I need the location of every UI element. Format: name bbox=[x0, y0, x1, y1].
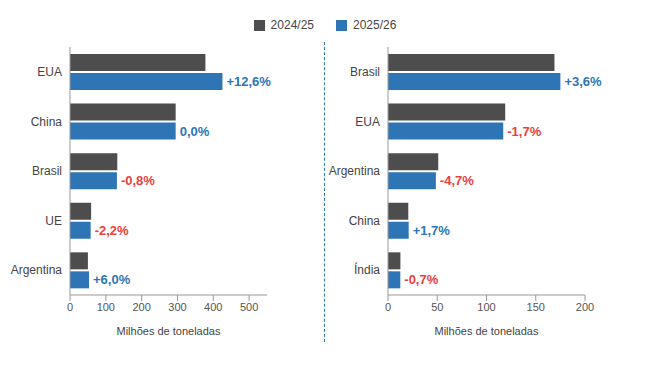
svg-text:50: 50 bbox=[431, 301, 443, 313]
svg-text:+6,0%: +6,0% bbox=[93, 272, 131, 287]
svg-text:0,0%: 0,0% bbox=[180, 124, 210, 139]
svg-text:150: 150 bbox=[527, 301, 545, 313]
svg-text:Milhões de toneladas: Milhões de toneladas bbox=[435, 325, 539, 337]
svg-text:-0,8%: -0,8% bbox=[121, 173, 155, 188]
svg-text:Brasil: Brasil bbox=[32, 164, 62, 178]
svg-text:China: China bbox=[349, 214, 381, 228]
svg-text:500: 500 bbox=[240, 301, 258, 313]
svg-text:+3,6%: +3,6% bbox=[564, 74, 602, 89]
svg-text:200: 200 bbox=[132, 301, 150, 313]
svg-text:100: 100 bbox=[97, 301, 115, 313]
svg-text:-0,7%: -0,7% bbox=[404, 272, 438, 287]
svg-text:China: China bbox=[31, 115, 63, 129]
svg-text:+1,7%: +1,7% bbox=[413, 223, 451, 238]
svg-text:300: 300 bbox=[168, 301, 186, 313]
svg-text:-1,7%: -1,7% bbox=[507, 124, 541, 139]
svg-text:Milhões de toneladas: Milhões de toneladas bbox=[117, 325, 221, 337]
svg-text:EUA: EUA bbox=[355, 115, 380, 129]
html-text:2024/25: 2024/25 bbox=[270, 18, 314, 32]
svg-text:-2,2%: -2,2% bbox=[95, 223, 129, 238]
svg-text:Índia: Índia bbox=[354, 262, 380, 277]
svg-text:0: 0 bbox=[385, 301, 391, 313]
svg-text:400: 400 bbox=[204, 301, 222, 313]
svg-text:+12,6%: +12,6% bbox=[226, 74, 271, 89]
svg-text:UE: UE bbox=[45, 214, 62, 228]
html-text:2025/26: 2025/26 bbox=[353, 18, 397, 32]
svg-text:Argentina: Argentina bbox=[329, 164, 381, 178]
svg-text:0: 0 bbox=[67, 301, 73, 313]
svg-text:200: 200 bbox=[576, 301, 594, 313]
svg-text:Brasil: Brasil bbox=[350, 65, 380, 79]
svg-text:EUA: EUA bbox=[37, 65, 62, 79]
svg-text:100: 100 bbox=[477, 301, 495, 313]
svg-text:Argentina: Argentina bbox=[11, 263, 63, 277]
svg-text:-4,7%: -4,7% bbox=[440, 173, 474, 188]
